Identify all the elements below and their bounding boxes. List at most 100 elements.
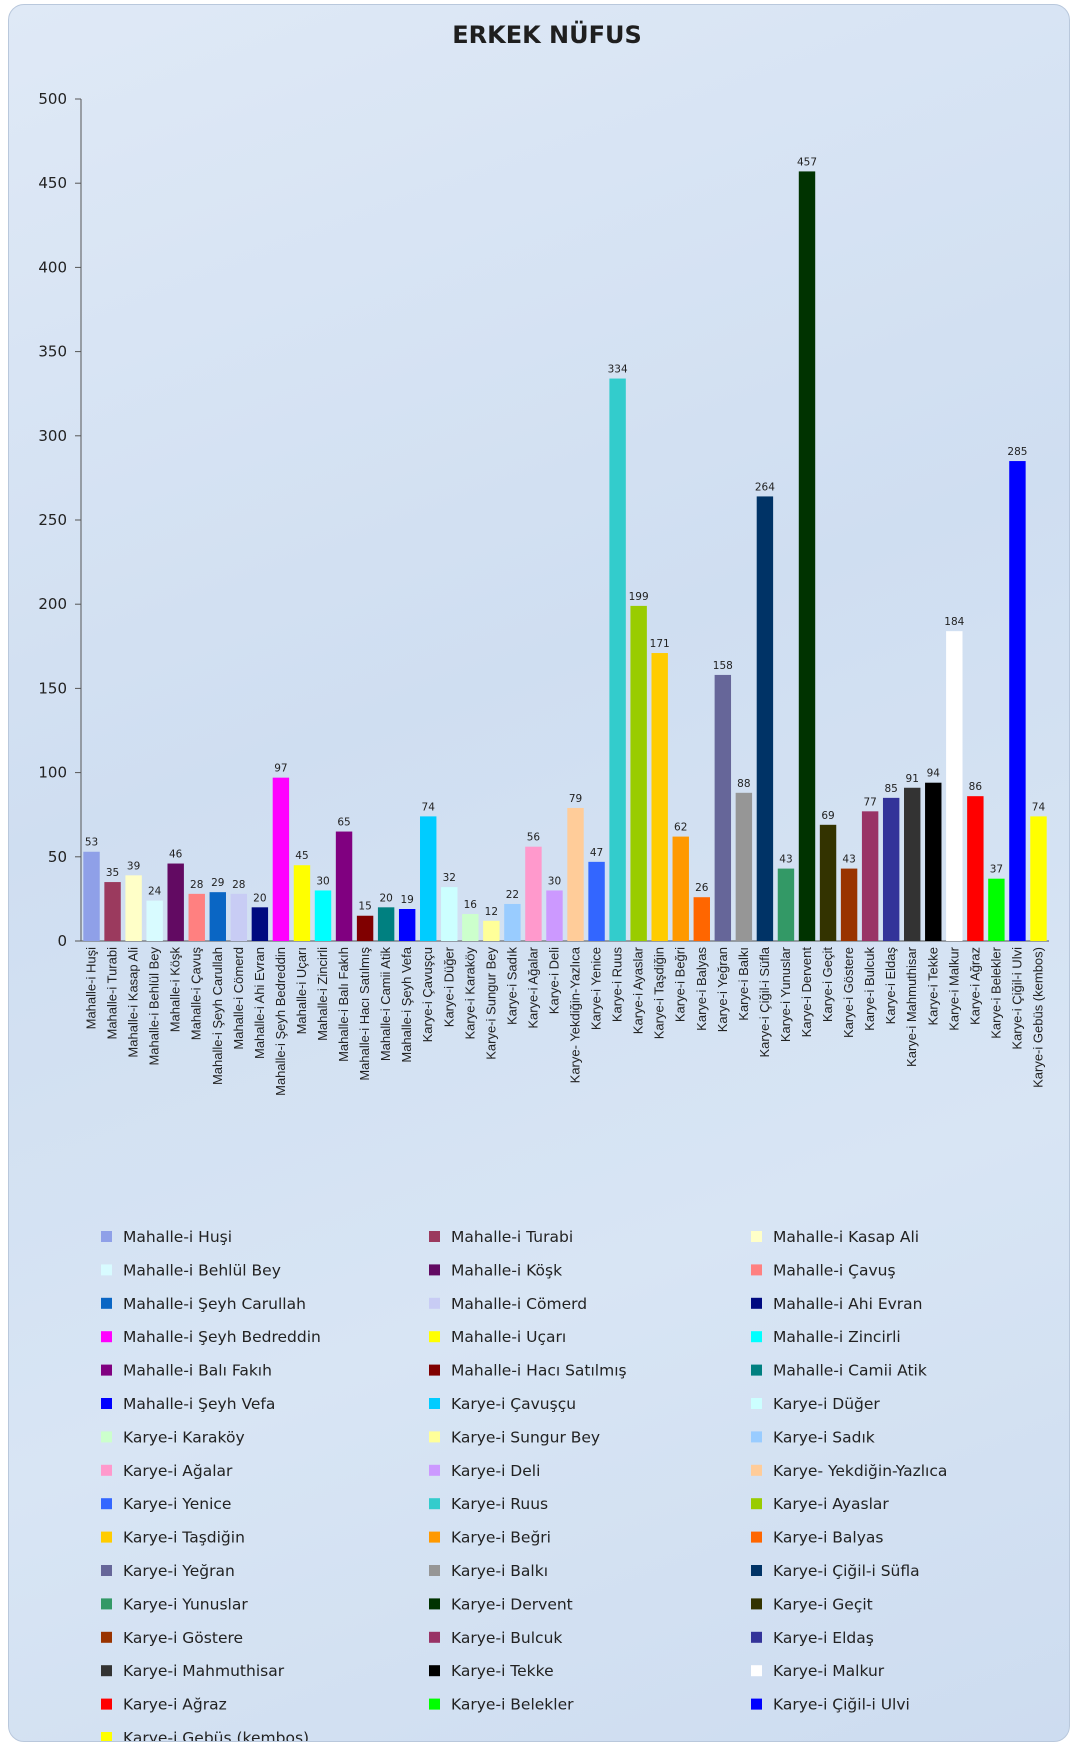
x-tick-label-karye-i-dervent: Karye-i Dervent [799, 947, 814, 1038]
legend-label-mahalle-i-camii-atik: Mahalle-i Camii Atik [773, 1362, 927, 1380]
bar-mahalle-i-seyh-vefa [398, 909, 416, 941]
data-label-mahalle-i-camii-atik: 20 [379, 892, 392, 904]
x-tick-label-karye-i-balyas: Karye-i Balyas [694, 947, 709, 1031]
legend-label-mahalle-i-comerd: Mahalle-i Cömerd [451, 1295, 587, 1313]
legend-swatch-karye-i-malkur [751, 1665, 762, 1677]
x-tick-label-mahalle-i-behlul-bey: Mahalle-i Behlül Bey [147, 947, 162, 1066]
bar-mahalle-i-husi [83, 851, 100, 941]
legend-swatch-mahalle-i-turabi [429, 1231, 440, 1242]
legend-label-mahalle-i-zincirli: Mahalle-i Zincirli [773, 1328, 901, 1346]
legend-swatch-karye-i-agalar [101, 1464, 112, 1476]
legend-swatch-karye-i-yegran [101, 1565, 112, 1576]
data-label-karye-i-gebus-kembos: 74 [1032, 801, 1046, 813]
bar-karye-yekdigin-yazlica [567, 807, 584, 941]
legend-label-karye-i-begri: Karye-i Beğri [451, 1529, 551, 1547]
x-tick-label-karye-i-yenice: Karye-i Yenice [589, 947, 604, 1030]
bar-karye-i-balyas [693, 897, 710, 941]
legend-swatch-karye-i-bulcuk [429, 1631, 440, 1643]
y-tick-label: 450 [38, 174, 67, 192]
data-label-karye-i-gecit: 69 [821, 810, 834, 822]
data-label-karye-i-tekke: 94 [927, 768, 941, 780]
legend-swatch-karye-i-karakoy [101, 1431, 112, 1443]
legend-swatch-mahalle-i-kasap-ali [751, 1231, 762, 1242]
legend-swatch-mahalle-i-seyh-bedreddin [101, 1331, 112, 1343]
legend-label-karye-i-ruus: Karye-i Ruus [451, 1495, 548, 1513]
y-tick-label: 100 [38, 764, 67, 782]
legend-swatch-karye-i-tasdigin [101, 1531, 112, 1543]
bar-karye-i-ruus [609, 378, 626, 941]
data-label-mahalle-i-haci-satilmis: 15 [358, 901, 371, 913]
legend-label-karye-i-gebus-kembos: Karye-i Gebüs (kembos) [123, 1729, 309, 1741]
data-label-karye-i-yegran: 158 [713, 660, 733, 672]
x-tick-label-karye-i-mahmuthisar: Karye-i Mahmuthisar [904, 946, 919, 1067]
y-axis: 0 50 100 150 200 250 300 350 400 450 500 [38, 90, 1049, 950]
data-label-karye-i-agraz: 86 [969, 781, 983, 793]
legend-swatch-karye-i-cigil-i-sufla [751, 1565, 762, 1576]
bar-mahalle-i-bali-fakih [335, 831, 353, 941]
x-tick-label-karye-i-belekler: Karye-i Belekler [988, 946, 1003, 1038]
bar-mahalle-i-ucari [293, 865, 311, 941]
y-tick-label: 0 [57, 932, 67, 950]
bar-mahalle-i-kasap-ali [125, 875, 142, 941]
data-label-karye-i-cavuscu: 74 [422, 801, 436, 813]
x-tick-label-karye-i-yegran: Karye-i Yeğran [715, 947, 730, 1032]
x-tick-label-karye-i-cigil-i-sufla: Karye-i Çiğil-i Süfla [757, 946, 772, 1057]
chart-canvas: ERKEK NÜFUS 0 50 100 150 200 250 300 350 400 450 5… [38, 19, 1049, 1741]
data-label-mahalle-i-seyh-bedreddin: 97 [274, 763, 287, 775]
legend-swatch-mahalle-i-camii-atik [751, 1364, 762, 1376]
bar-karye-i-yegran [714, 674, 732, 941]
x-tick-label-karye-i-cavuscu: Karye-i Çavuşçu [420, 947, 435, 1042]
legend-swatch-karye-i-begri [429, 1531, 440, 1543]
bar-karye-i-tekke [925, 782, 942, 941]
bar-karye-i-ayaslar [630, 605, 647, 941]
legend-swatch-mahalle-i-ahi-evran [751, 1297, 762, 1309]
legend-swatch-karye-i-mahmuthisar [101, 1665, 112, 1677]
bar-mahalle-i-kosk [167, 863, 184, 941]
legend-swatch-karye-i-gebus-kembos [101, 1732, 112, 1741]
bar-karye-i-sadik [504, 903, 521, 941]
legend-swatch-karye-i-sadik [751, 1431, 762, 1443]
bar-karye-i-karakoy [462, 914, 479, 941]
x-tick-label-karye-i-bulcuk: Karye-i Bulcuk [862, 947, 877, 1031]
bar-mahalle-i-ahi-evran [251, 907, 269, 941]
data-label-mahalle-i-turabi: 35 [106, 867, 119, 879]
legend-label-karye-i-yunuslar: Karye-i Yunuslar [123, 1595, 248, 1613]
data-label-mahalle-i-husi: 53 [85, 837, 98, 849]
data-label-karye-i-balki: 88 [737, 778, 750, 790]
x-tick-label-mahalle-i-turabi: Mahalle-i Turabi [105, 947, 120, 1040]
data-label-karye-i-yenice: 47 [590, 847, 603, 859]
legend-swatch-mahalle-i-behlul-bey [101, 1264, 112, 1276]
legend-label-karye-i-karakoy: Karye-i Karaköy [123, 1428, 245, 1446]
bar-karye-i-gebus-kembos [1030, 816, 1047, 941]
x-tick-label-karye-i-sungur-bey: Karye-i Sungur Bey [483, 947, 498, 1060]
x-tick-label-karye-i-ruus: Karye-i Ruus [610, 947, 625, 1023]
x-tick-label-mahalle-i-haci-satilmis: Mahalle-i Hacı Satılmış [357, 947, 372, 1081]
x-tick-label-mahalle-i-ucari: Mahalle-i Uçarı [294, 947, 309, 1034]
x-tick-label-karye-i-yunuslar: Karye-i Yunuslar [778, 946, 793, 1042]
x-tick-label-karye-i-balki: Karye-i Balkı [736, 947, 751, 1021]
data-label-mahalle-i-seyh-carullah: 29 [211, 877, 224, 889]
legend-label-mahalle-i-ucari: Mahalle-i Uçarı [451, 1328, 566, 1346]
legend-label-karye-i-cigil-i-sufla: Karye-i Çiğil-i Süfla [773, 1562, 920, 1580]
legend-swatch-mahalle-i-haci-satilmis [429, 1364, 440, 1376]
legend-label-mahalle-i-seyh-bedreddin: Mahalle-i Şeyh Bedreddin [123, 1328, 321, 1346]
x-tick-label-karye-i-malkur: Karye-i Malkur [946, 946, 961, 1030]
data-label-karye-i-eldas: 85 [884, 783, 897, 795]
data-label-karye-i-karakoy: 16 [464, 899, 478, 911]
bar-karye-i-cavuscu [420, 816, 437, 941]
legend-label-mahalle-i-behlul-bey: Mahalle-i Behlül Bey [123, 1261, 281, 1279]
y-tick-label: 350 [38, 343, 67, 361]
data-labels: 53 35 39 24 46 28 29 28 20 97 45 30 65 15 20 19 74 32 16 12… [85, 156, 1046, 917]
x-tick-label-karye-i-sadik: Karye-i Sadık [504, 947, 519, 1026]
data-label-mahalle-i-kosk: 46 [169, 849, 183, 861]
legend-swatch-mahalle-i-kosk [429, 1264, 440, 1276]
legend-label-karye-i-ayaslar: Karye-i Ayaslar [773, 1495, 889, 1513]
data-label-karye-i-cigil-i-sufla: 264 [755, 481, 775, 493]
legend-label-karye-i-sadik: Karye-i Sadık [773, 1428, 875, 1446]
legend-swatch-mahalle-i-husi [101, 1231, 112, 1242]
data-label-karye-i-sungur-bey: 12 [485, 906, 498, 918]
data-label-mahalle-i-zincirli: 30 [316, 875, 329, 887]
bar-mahalle-i-zincirli [314, 890, 332, 941]
legend-label-karye-i-sungur-bey: Karye-i Sungur Bey [451, 1428, 600, 1446]
legend-label-mahalle-i-seyh-carullah: Mahalle-i Şeyh Carullah [123, 1295, 306, 1313]
